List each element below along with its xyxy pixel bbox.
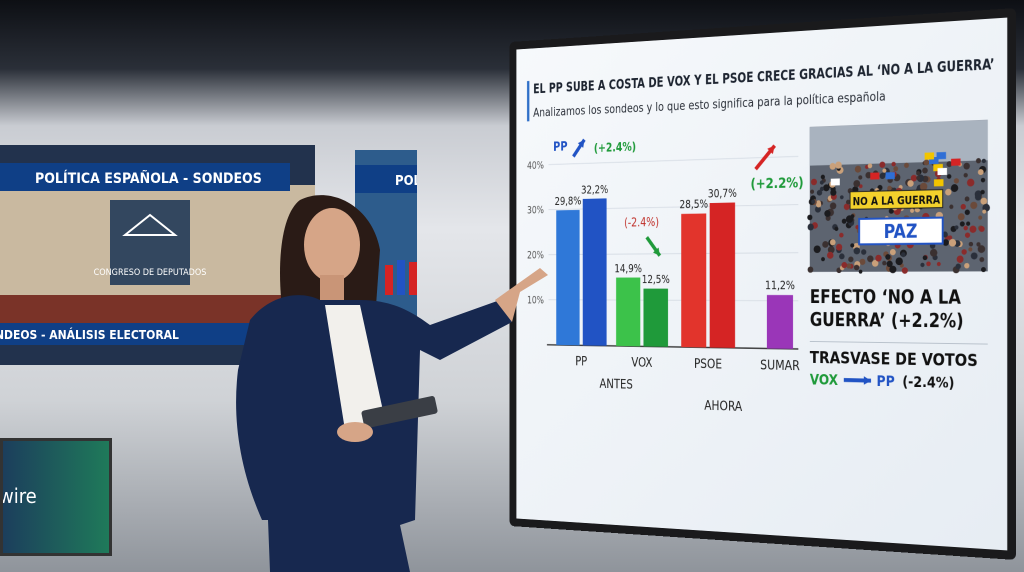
value-label: 11,2%: [765, 279, 795, 292]
background-screen-2-graphic: POL: [355, 165, 417, 295]
main-screen: EL PP SUBE A COSTA DE VOX Y EL PSOE CREC…: [509, 8, 1016, 560]
x-tick-label: VOX: [631, 356, 652, 371]
value-label: 12,5%: [642, 273, 670, 286]
transfer-title: TRASVASE DE VOTOS: [810, 347, 978, 370]
transfer-change: (-2.4%): [902, 374, 954, 392]
value-label: 32,2%: [581, 183, 608, 196]
background-ticker: SONDEOS - ANÁLISIS ELECTORAL: [0, 327, 179, 342]
effect-text: EFECTO ‘NO A LA: [810, 287, 962, 309]
series-label: ANTES: [600, 377, 633, 393]
x-tick-label: SUMAR: [760, 358, 800, 374]
y-tick-label: 10%: [527, 295, 544, 307]
background-screen-graphic: POLÍTICA ESPAÑOLA - SONDEOS CONGRESO DE …: [0, 145, 315, 365]
annotation: PP: [553, 140, 568, 155]
lower-monitor-graphic: wire: [3, 484, 37, 508]
y-tick-label: 20%: [527, 250, 544, 262]
transfer-to: PP: [877, 373, 895, 390]
effect-text: GUERRA’ (+2.2%): [810, 311, 964, 334]
background-screen-title: POLÍTICA ESPAÑOLA - SONDEOS: [35, 170, 262, 187]
screen-content: EL PP SUBE A COSTA DE VOX Y EL PSOE CREC…: [516, 17, 1008, 551]
value-label: 28,5%: [679, 198, 708, 212]
photo-sky: [809, 119, 988, 166]
lower-monitor: wire: [0, 438, 112, 556]
annotation: (+2.4%): [594, 140, 636, 155]
background-screen-2-title: POL: [395, 174, 417, 189]
y-tick-label: 40%: [527, 160, 544, 172]
value-label: 30,7%: [708, 187, 737, 201]
value-label: 29,8%: [555, 195, 582, 208]
x-tick-label: PP: [575, 355, 587, 370]
y-tick-label: 30%: [527, 205, 544, 217]
sign-text: NO A LA GUERRA: [853, 194, 941, 209]
annotation: (+2.2%): [750, 175, 803, 193]
x-tick-label: PSOE: [694, 357, 722, 373]
sign: [850, 190, 943, 210]
lower-monitor-text: wire: [3, 484, 37, 508]
series-label: AHORA: [704, 398, 742, 414]
background-screen: POLÍTICA ESPAÑOLA - SONDEOS CONGRESO DE …: [0, 145, 315, 365]
transfer-from: VOX: [810, 372, 838, 389]
annotation: (-2.4%): [624, 215, 659, 229]
background-logo-text: CONGRESO DE DEPUTADOS: [94, 268, 207, 278]
sign-text: PAZ: [884, 222, 918, 244]
sign: [859, 218, 943, 245]
value-label: 14,9%: [614, 262, 642, 275]
